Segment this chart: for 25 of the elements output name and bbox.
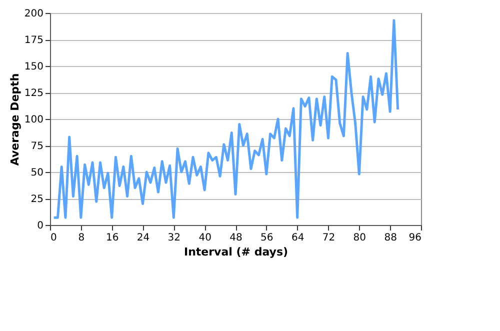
y-tick-label: 200: [24, 8, 44, 20]
x-tick-label: 64: [291, 232, 304, 244]
x-tick-label: 24: [136, 232, 150, 244]
y-tick-label: 25: [30, 194, 44, 205]
x-tick-label: 88: [384, 232, 397, 244]
x-tick-label: 80: [353, 232, 366, 244]
y-tick-label: 75: [30, 141, 44, 152]
line-series: [52, 19, 400, 219]
y-tick-label: 100: [24, 114, 44, 126]
y-tick-label: 125: [24, 88, 44, 99]
y-axis-title: Average Depth: [8, 73, 22, 166]
x-tick-label: 56: [260, 232, 274, 244]
y-tick-label: 0: [37, 220, 44, 232]
y-tick-label: 50: [30, 168, 44, 178]
x-tick-label: 0: [50, 232, 57, 244]
x-tick-label: 48: [230, 232, 242, 244]
y-tick-label: 150: [24, 62, 44, 72]
x-tick-label: 8: [78, 232, 85, 244]
y-tick-label: 175: [24, 35, 44, 46]
x-tick-label: 16: [106, 232, 119, 244]
x-tick-label: 40: [198, 232, 212, 244]
x-tick-label: 72: [322, 232, 336, 244]
x-tick-label: 96: [408, 232, 422, 244]
x-tick-label: 32: [168, 232, 181, 244]
x-axis-title: Interval (# days): [184, 246, 288, 258]
